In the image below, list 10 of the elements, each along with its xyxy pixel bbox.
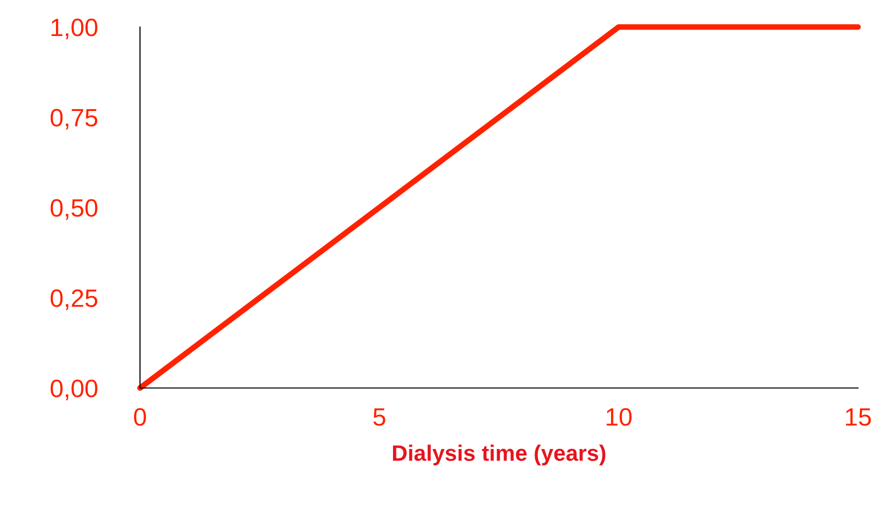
y-tick-label: 1,00 [52, 18, 98, 40]
x-tick-label: 15 [846, 408, 871, 426]
y-tick-label: 0,75 [50, 108, 98, 130]
x-tick-label: 0 [134, 408, 146, 426]
y-tick-label: 0,50 [50, 199, 98, 220]
y-tick-label: 0,25 [50, 289, 98, 310]
x-axis-title: Dialysis time (years) [393, 444, 606, 466]
x-tick-label: 5 [373, 408, 386, 426]
y-tick-label: 0,00 [50, 380, 98, 400]
x-tick-label: 10 [606, 408, 632, 426]
